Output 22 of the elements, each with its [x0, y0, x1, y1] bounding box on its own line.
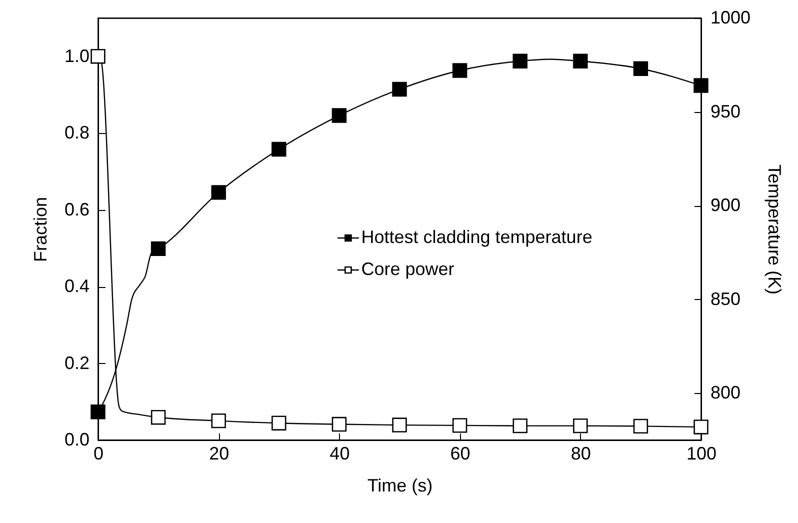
y2-axis-title: Temperature (K) — [764, 164, 785, 295]
legend-label: Core power — [361, 259, 454, 279]
legend-label: Hottest cladding temperature — [361, 227, 592, 247]
x-tick-label: 20 — [209, 444, 230, 464]
x-axis-title: Time (s) — [367, 476, 433, 496]
y-tick-label: 0.6 — [64, 199, 90, 220]
y2-tick-label: 850 — [710, 288, 741, 309]
x-tick-label: 0 — [93, 444, 104, 464]
y-tick-label: 0.0 — [64, 430, 90, 450]
y-axis-title: Fraction — [30, 196, 50, 262]
y2-tick-label: 900 — [710, 195, 741, 216]
y2-tick-label: 1000 — [710, 8, 751, 28]
y-tick-label: 0.8 — [64, 122, 90, 143]
y-tick-label: 1.0 — [64, 46, 90, 66]
x-tick-label: 80 — [570, 444, 591, 464]
y2-tick-label: 800 — [710, 382, 741, 403]
x-tick-label: 60 — [450, 444, 470, 464]
y-tick-label: 0.4 — [64, 276, 90, 296]
x-tick-label: 40 — [330, 444, 350, 464]
x-tick-label: 100 — [686, 444, 717, 464]
y2-tick-label: 950 — [710, 101, 741, 122]
y-tick-label: 0.2 — [64, 352, 90, 373]
